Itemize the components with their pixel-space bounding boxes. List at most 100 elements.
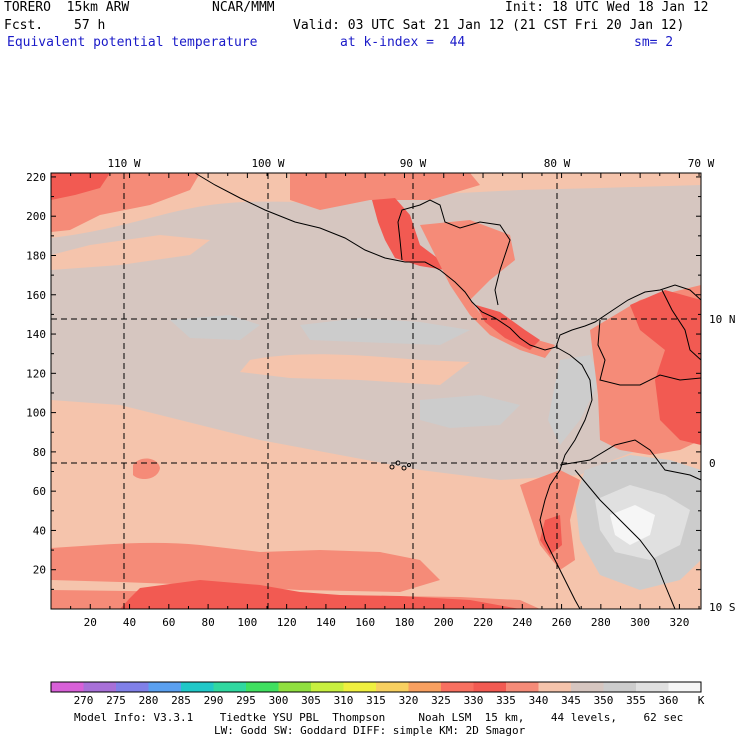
axis-ticks — [51, 173, 701, 609]
colorbar-swatch — [506, 682, 539, 692]
y-index-label: 180 — [26, 249, 46, 262]
x-index-label: 280 — [591, 616, 611, 629]
colorbar-label: 280 — [138, 694, 159, 707]
colorbar-swatch — [441, 682, 474, 692]
colorbar-swatch — [408, 682, 442, 692]
y-index-label: 160 — [26, 289, 46, 302]
colorbar-label: 275 — [106, 694, 126, 707]
y-index-labels: 20 40 60 80 100 120 140 160 180 200 220 — [26, 171, 46, 577]
model-name: TORERO 15km ARW — [4, 0, 130, 15]
colorbar-swatch — [116, 682, 149, 692]
lat-label: 10 S — [709, 601, 736, 614]
x-index-label: 220 — [473, 616, 493, 629]
colorbar-swatch — [148, 682, 182, 692]
colorbar-swatch — [83, 682, 117, 692]
x-index-label: 180 — [395, 616, 415, 629]
field-region-335-south — [51, 542, 440, 592]
x-index-label: 320 — [669, 616, 689, 629]
x-index-label: 200 — [434, 616, 454, 629]
longitude-labels: 110 W 100 W 90 W 80 W 70 W — [107, 157, 714, 170]
field-region-350-b — [300, 318, 470, 345]
y-index-label: 100 — [26, 407, 46, 420]
colorbar-swatch — [213, 682, 247, 692]
lat-label: 10 N — [709, 313, 736, 326]
field-region-335-centralam — [420, 220, 555, 358]
forecast-label: Fcst. — [4, 18, 44, 33]
field-region-330-mexico — [372, 198, 445, 270]
lon-label: 80 W — [544, 157, 571, 170]
footer-physics-info: LW: Godd SW: Goddard DIFF: simple KM: 2D… — [214, 724, 526, 737]
x-index-label: 300 — [630, 616, 650, 629]
colorbar-swatch — [571, 682, 604, 692]
init-time: Init: 18 UTC Wed 18 Jan 12 — [505, 0, 709, 15]
x-index-label: 40 — [123, 616, 136, 629]
colorbar-label: 350 — [593, 694, 614, 707]
colorbar-swatch — [473, 682, 507, 692]
x-index-label: 80 — [201, 616, 214, 629]
x-index-label: 20 — [84, 616, 97, 629]
x-index-labels: 20 40 60 80 100 120 140 160 180 200 220 240 260 280 30… — [84, 616, 690, 629]
level-info: at k-index = 44 — [340, 35, 466, 50]
field-region-350-d — [548, 355, 600, 445]
coastlines — [194, 172, 702, 610]
colorbar-label: 310 — [333, 694, 354, 707]
x-index-label: 120 — [277, 616, 297, 629]
field-region-330-nw — [51, 173, 110, 200]
colorbar-swatch — [636, 682, 669, 692]
colorbar-swatch — [376, 682, 409, 692]
latitude-labels: 10 N 0 10 S — [709, 313, 736, 614]
map-frame — [50, 172, 702, 610]
organization: NCAR/MMM — [212, 0, 275, 15]
y-index-label: 80 — [33, 446, 46, 459]
colorbar-swatch — [343, 682, 377, 692]
field-name: Equivalent potential temperature — [7, 35, 258, 50]
x-index-label: 160 — [355, 616, 375, 629]
colorbar-swatch — [246, 682, 279, 692]
x-index-label: 140 — [316, 616, 336, 629]
y-index-label: 220 — [26, 171, 46, 184]
colorbar-swatch — [603, 682, 637, 692]
colorbar-frame — [50, 681, 702, 693]
x-index-label: 240 — [512, 616, 532, 629]
colorbar-label: 325 — [431, 694, 451, 707]
colorbar-label: 295 — [236, 694, 256, 707]
lat-label: 0 — [709, 457, 716, 470]
colorbar-swatch — [538, 682, 572, 692]
colorbar-label: 305 — [301, 694, 321, 707]
forecast-hour: 57 h — [74, 18, 106, 33]
lon-label: 90 W — [400, 157, 427, 170]
y-index-label: 200 — [26, 210, 46, 223]
colorbar-label: 290 — [203, 694, 224, 707]
colorbar-label: 300 — [268, 694, 289, 707]
valid-time: Valid: 03 UTC Sat 21 Jan 12 (21 CST Fri … — [293, 18, 685, 33]
y-index-label: 60 — [33, 485, 46, 498]
lon-label: 100 W — [251, 157, 284, 170]
smoothing-info: sm= 2 — [634, 35, 674, 50]
colorbar-label: 315 — [366, 694, 386, 707]
colorbar-label: 355 — [626, 694, 646, 707]
colorbar-label: 270 — [73, 694, 94, 707]
colorbar — [51, 682, 702, 692]
colorbar-label: 285 — [171, 694, 191, 707]
field-region-330-south — [120, 580, 520, 609]
x-index-label: 260 — [552, 616, 572, 629]
colorbar-swatch — [51, 682, 84, 692]
y-index-label: 140 — [26, 328, 46, 341]
field-region-330-colombia — [630, 290, 701, 445]
y-index-label: 120 — [26, 367, 46, 380]
colorbar-label: 335 — [496, 694, 516, 707]
field-region-350-a — [170, 315, 260, 340]
colorbar-swatch — [668, 682, 702, 692]
colorbar-swatch — [181, 682, 214, 692]
colorbar-swatch — [311, 682, 344, 692]
colorbar-label: 330 — [463, 694, 484, 707]
colorbar-label: 345 — [561, 694, 581, 707]
y-index-label: 40 — [33, 524, 46, 537]
colorbar-label: 340 — [528, 694, 549, 707]
field-region-340-band — [51, 235, 210, 270]
field-region-335-north — [290, 173, 480, 210]
footer-model-info: Model Info: V3.3.1 Tiedtke YSU PBL Thomp… — [74, 711, 684, 724]
lon-label: 110 W — [107, 157, 140, 170]
lon-label: 70 W — [688, 157, 715, 170]
